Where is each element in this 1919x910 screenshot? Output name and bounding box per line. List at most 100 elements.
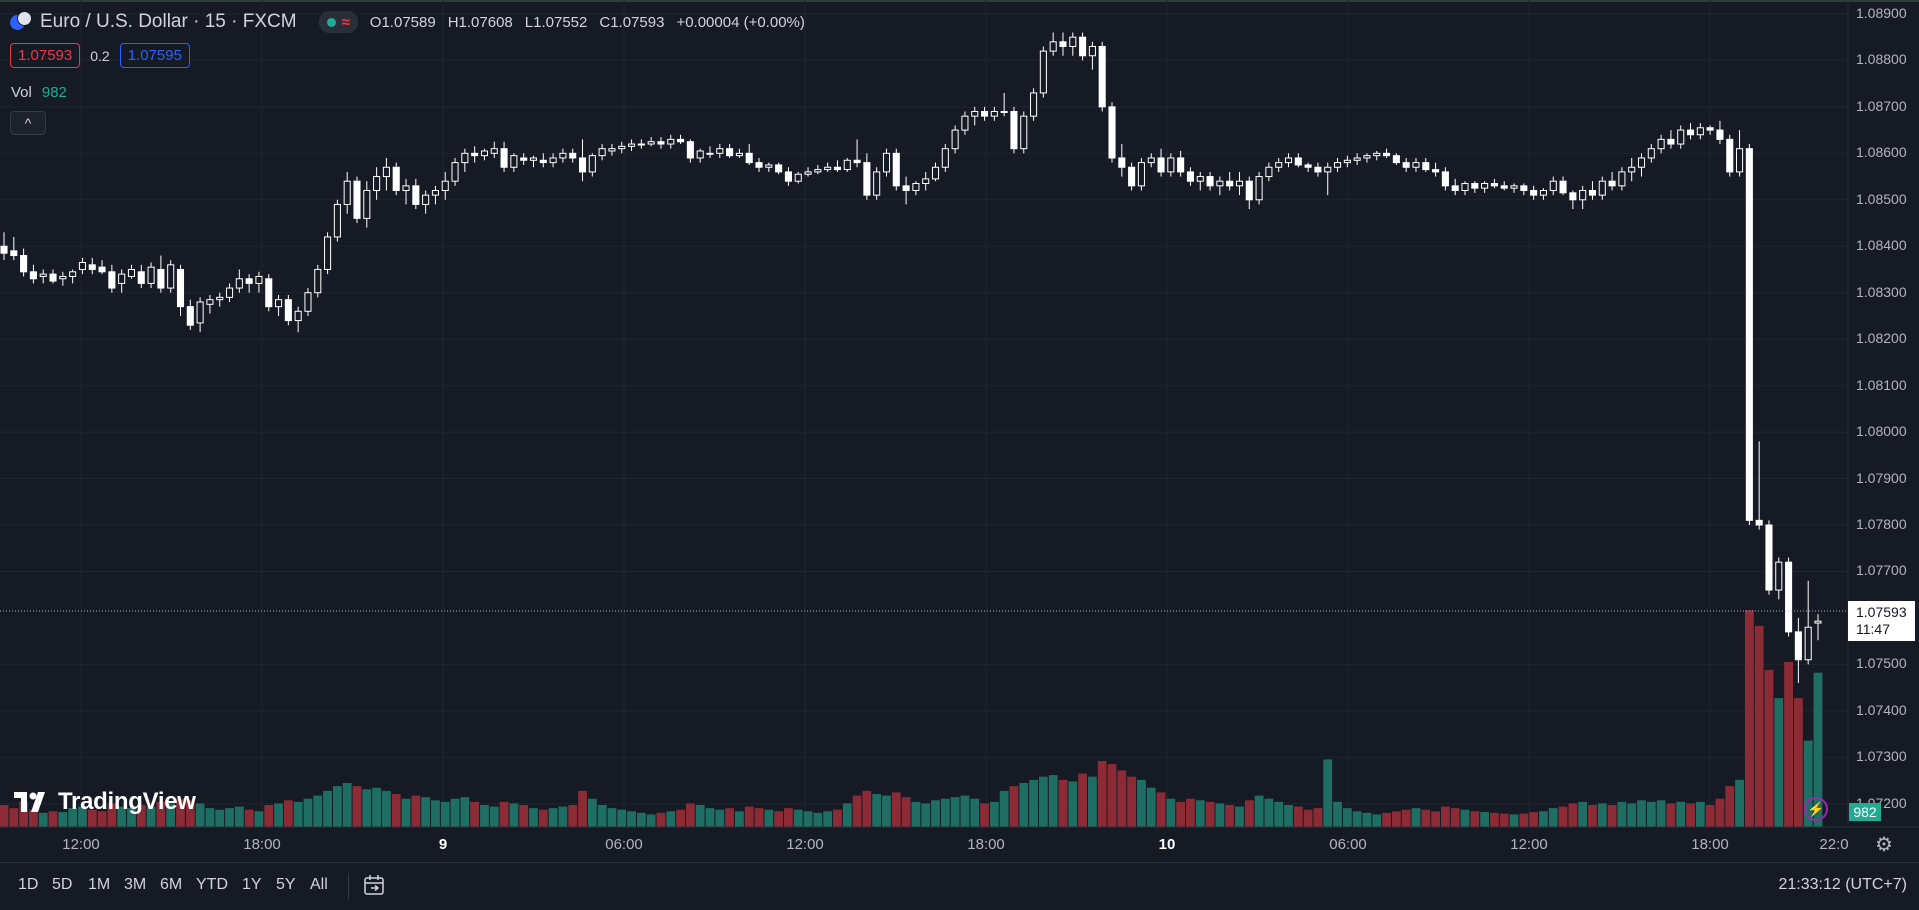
volume-bar	[68, 808, 78, 827]
candle-body	[804, 171, 812, 175]
candle-body	[1510, 185, 1518, 189]
price-tick-label: 1.08000	[1856, 423, 1907, 440]
candle-body	[49, 273, 57, 282]
volume-histogram	[0, 610, 1823, 827]
volume-bar	[1813, 672, 1823, 827]
candle-body	[1657, 138, 1665, 150]
volume-bar	[1156, 792, 1166, 827]
market-status-pill[interactable]: ≈	[318, 11, 358, 33]
volume-legend[interactable]: Vol 982	[11, 84, 67, 101]
top-border	[0, 0, 1919, 2]
volume-bar	[666, 811, 676, 827]
candle-body	[794, 173, 802, 182]
range-button[interactable]: 5D	[52, 876, 73, 893]
volume-bar	[382, 790, 391, 827]
volume-bar	[244, 809, 254, 827]
buy-price-button[interactable]: 1.07595	[119, 43, 190, 68]
ohlc-close: C1.07593	[599, 14, 664, 31]
volume-bar	[1264, 798, 1274, 827]
collapse-legend-button[interactable]: ^	[10, 111, 46, 135]
candle-body	[255, 275, 263, 284]
candle-body	[20, 255, 28, 273]
candle-body	[1010, 111, 1018, 150]
sell-price-button[interactable]: 1.07593	[10, 43, 81, 68]
range-button[interactable]: 1Y	[242, 876, 262, 893]
candle-body	[225, 287, 234, 298]
range-button[interactable]: 6M	[160, 876, 183, 893]
ohlc-open: O1.07589	[370, 14, 436, 31]
candle-body	[1098, 45, 1106, 108]
symbol-legend[interactable]: Euro / U.S. Dollar · 15 · FXCM ≈ O1.0758…	[10, 10, 805, 34]
go-to-date-icon[interactable]	[362, 873, 386, 897]
volume-bar	[1431, 811, 1440, 827]
volume-bar	[695, 805, 705, 827]
candle-body	[1588, 189, 1597, 196]
ohlc-high-label: H	[447, 13, 459, 31]
timezone-clock[interactable]: 21:33:12 (UTC+7)	[1778, 876, 1907, 893]
volume-bar	[558, 806, 568, 827]
candle-body	[863, 162, 871, 196]
candle-body	[353, 180, 361, 219]
candle-body	[78, 262, 86, 270]
chart-canvas[interactable]	[0, 0, 1919, 862]
volume-bar	[1274, 801, 1284, 827]
candle-body	[275, 299, 283, 308]
candle-body	[784, 171, 792, 182]
volume-bar	[323, 790, 332, 827]
candle-body	[1245, 180, 1253, 201]
range-button[interactable]: YTD	[196, 876, 228, 893]
volume-bar	[735, 811, 744, 827]
candle-body	[1598, 180, 1606, 196]
volume-bar	[1205, 801, 1215, 827]
candle-body	[1814, 620, 1822, 624]
volume-bar	[1558, 806, 1568, 827]
candle-body	[333, 203, 341, 238]
range-button[interactable]: 3M	[124, 876, 147, 893]
volume-bar	[332, 786, 342, 827]
range-button[interactable]: 1M	[88, 876, 111, 893]
candle-body	[29, 271, 37, 280]
volume-bar	[1676, 801, 1686, 827]
candle-body	[539, 159, 547, 164]
volume-bar	[901, 797, 911, 827]
candle-body	[1157, 157, 1165, 173]
candle-body	[186, 306, 194, 326]
time-tick-label: 18:00	[967, 836, 1005, 853]
price-tick-label: 1.08300	[1856, 283, 1907, 300]
tradingview-logo[interactable]: TradingView	[14, 788, 196, 816]
volume-bar	[509, 803, 519, 827]
axis-settings-gear-icon[interactable]: ⚙	[1875, 834, 1893, 856]
volume-bar	[1303, 809, 1313, 827]
delayed-data-icon: ≈	[341, 13, 350, 31]
volume-bar	[431, 800, 440, 827]
volume-bar	[1646, 801, 1656, 827]
candle-body	[755, 162, 763, 168]
price-tick-label: 1.08700	[1856, 97, 1907, 114]
volume-bar	[372, 787, 382, 827]
lightning-icon[interactable]: ⚡	[1804, 797, 1828, 821]
volume-bar	[136, 805, 146, 827]
symbol-title[interactable]: Euro / U.S. Dollar · 15 · FXCM	[40, 11, 297, 32]
candle-body	[1432, 169, 1440, 173]
volume-bar	[1097, 761, 1107, 827]
candle-body	[981, 111, 989, 117]
candle-body	[1177, 157, 1185, 173]
candle-body	[1059, 41, 1067, 47]
volume-bar	[1705, 805, 1715, 827]
candle-body	[1314, 166, 1322, 173]
range-button[interactable]: 5Y	[276, 876, 296, 893]
volume-bar	[156, 801, 166, 827]
candle-body	[1343, 159, 1351, 164]
candle-body	[1118, 157, 1126, 168]
range-button[interactable]: 1D	[18, 876, 39, 893]
volume-bar	[440, 801, 450, 827]
volume-bar	[1568, 803, 1578, 827]
candle-body	[1265, 166, 1273, 178]
ohlc-close-value: 1.07593	[610, 13, 665, 31]
volume-bar	[911, 801, 921, 827]
candle-body	[1324, 166, 1332, 173]
volume-bar	[87, 809, 97, 827]
candle-body	[608, 148, 616, 152]
volume-label: Vol	[11, 84, 32, 101]
range-button[interactable]: All	[310, 876, 328, 893]
